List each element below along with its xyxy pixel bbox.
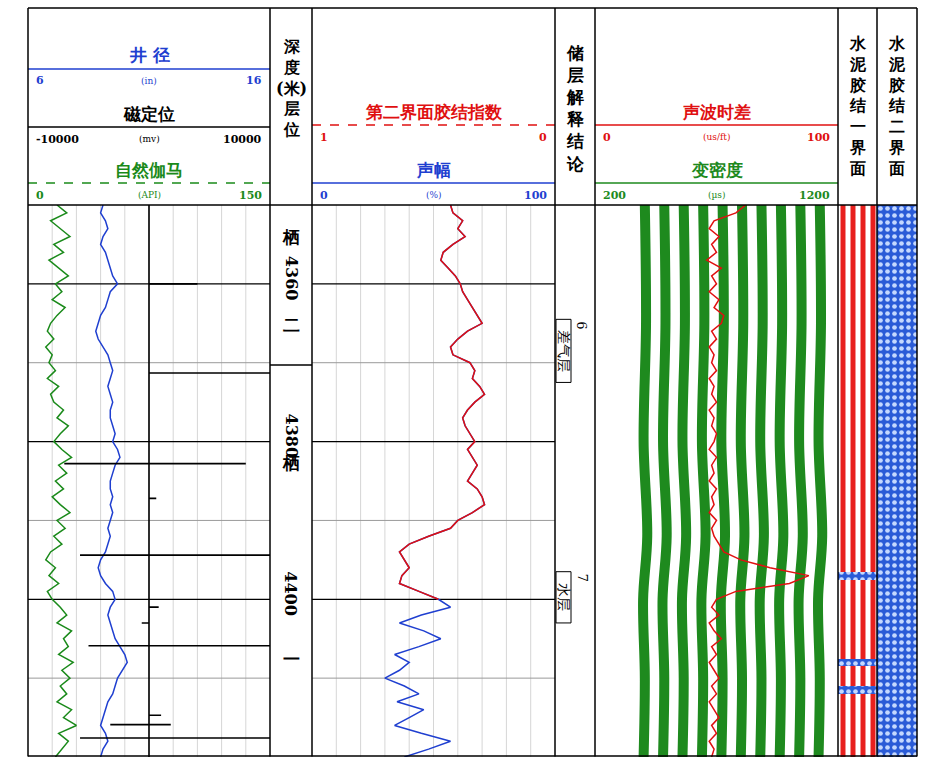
svg-text:0: 0 <box>603 131 611 144</box>
svg-text:(API): (API) <box>138 190 161 200</box>
svg-text:6: 6 <box>36 74 44 87</box>
svg-text:10000: 10000 <box>223 133 262 146</box>
svg-text:4400: 4400 <box>281 571 300 616</box>
svg-text:-10000: -10000 <box>36 133 79 146</box>
svg-text:井 径: 井 径 <box>129 45 170 65</box>
svg-text:储层解释结论: 储层解释结论 <box>566 43 585 174</box>
svg-text:(in): (in) <box>141 76 157 86</box>
svg-text:栖: 栖 <box>282 227 300 247</box>
svg-text:(us/ft): (us/ft) <box>703 132 730 142</box>
svg-text:第二界面胶结指数: 第二界面胶结指数 <box>365 102 503 122</box>
svg-text:100: 100 <box>807 131 830 144</box>
svg-text:深度(米)层位: 深度(米)层位 <box>276 37 307 139</box>
svg-text:7: 7 <box>575 574 590 582</box>
svg-text:(%): (%) <box>426 190 442 200</box>
svg-text:0: 0 <box>36 189 44 202</box>
svg-text:声幅: 声幅 <box>416 160 451 180</box>
svg-text:自然伽马: 自然伽马 <box>115 160 183 180</box>
svg-text:变密度: 变密度 <box>691 160 743 180</box>
svg-text:水泥胶结一界面: 水泥胶结一界面 <box>849 34 867 178</box>
svg-text:1: 1 <box>320 131 328 144</box>
svg-text:二: 二 <box>283 315 300 335</box>
svg-text:一: 一 <box>283 649 300 669</box>
svg-text:200: 200 <box>603 189 626 202</box>
svg-text:4360: 4360 <box>282 256 301 301</box>
svg-text:水层: 水层 <box>556 583 572 611</box>
svg-text:栖: 栖 <box>282 453 300 473</box>
svg-text:(µs): (µs) <box>708 190 726 200</box>
svg-text:差气层: 差气层 <box>556 330 572 372</box>
svg-text:6: 6 <box>574 321 589 329</box>
svg-text:1200: 1200 <box>799 189 830 202</box>
svg-text:磁定位: 磁定位 <box>123 104 175 124</box>
svg-text:0: 0 <box>539 131 547 144</box>
svg-text:水泥胶结二界面: 水泥胶结二界面 <box>888 34 906 178</box>
svg-text:声波时差: 声波时差 <box>682 102 751 122</box>
svg-text:150: 150 <box>239 189 262 202</box>
svg-text:100: 100 <box>524 189 547 202</box>
svg-text:16: 16 <box>246 74 262 87</box>
svg-text:0: 0 <box>320 189 328 202</box>
svg-text:(mv): (mv) <box>139 134 160 144</box>
svg-text:4380: 4380 <box>282 414 301 459</box>
